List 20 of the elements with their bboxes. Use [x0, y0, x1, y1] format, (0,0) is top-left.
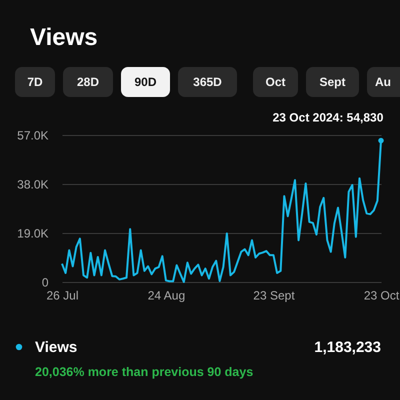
text: 1,183,233 — [314, 339, 381, 356]
text: Oct — [265, 75, 286, 89]
text: 90D — [134, 75, 157, 89]
text: 7D — [27, 75, 43, 89]
text: Au — [375, 75, 391, 89]
y-tick-label: 19.0K — [17, 226, 48, 240]
text: 365D — [193, 75, 222, 89]
y-tick-label: 0 — [42, 276, 49, 290]
text: 20,036% more than previous 90 days — [35, 365, 254, 379]
annotation: 23 Oct 2024: 54,830 — [272, 110, 384, 125]
chart-title: Views — [30, 24, 98, 51]
x-tick-label: 23 Oct — [364, 288, 400, 302]
legend-label: Views — [35, 339, 78, 356]
y-tick-label: 38.0K — [17, 178, 48, 192]
x-tick-label: 24 Aug — [148, 288, 186, 302]
x-tick-label: 23 Sept — [253, 288, 296, 302]
y-tick-label: 57.0K — [17, 128, 48, 142]
x-tick-label: 26 Jul — [46, 288, 79, 302]
text: 28D — [76, 75, 100, 89]
text: Sept — [319, 75, 346, 89]
